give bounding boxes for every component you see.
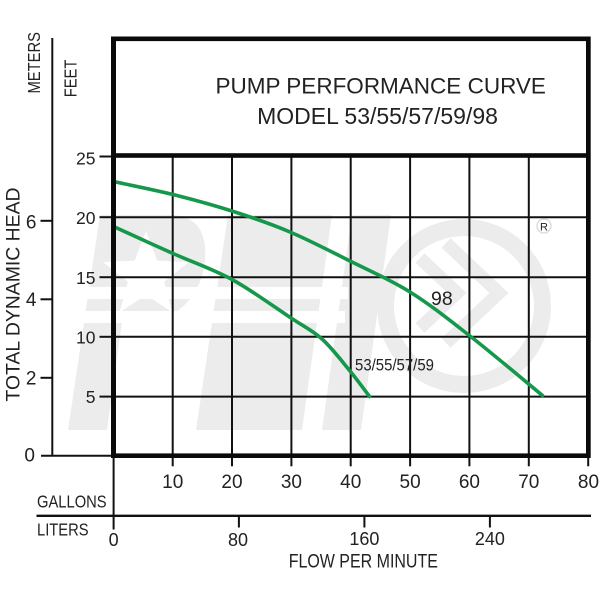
svg-text:5: 5 bbox=[86, 387, 96, 407]
svg-text:30: 30 bbox=[281, 472, 302, 493]
svg-text:0: 0 bbox=[109, 530, 119, 550]
svg-text:4: 4 bbox=[26, 290, 37, 311]
svg-text:15: 15 bbox=[76, 268, 95, 288]
svg-text:LITERS: LITERS bbox=[37, 520, 89, 540]
svg-text:20: 20 bbox=[221, 472, 242, 493]
svg-text:53/55/57/59: 53/55/57/59 bbox=[355, 357, 434, 375]
svg-text:6: 6 bbox=[26, 212, 37, 233]
svg-text:10: 10 bbox=[162, 472, 183, 493]
svg-text:2: 2 bbox=[26, 369, 37, 390]
svg-text:R: R bbox=[540, 222, 548, 234]
svg-text:80: 80 bbox=[228, 530, 248, 550]
svg-text:25: 25 bbox=[76, 148, 95, 168]
svg-text:60: 60 bbox=[459, 472, 480, 493]
svg-text:FLOW PER MINUTE: FLOW PER MINUTE bbox=[289, 550, 438, 572]
svg-text:20: 20 bbox=[76, 208, 96, 228]
svg-text:50: 50 bbox=[400, 472, 421, 493]
svg-text:GALLONS: GALLONS bbox=[37, 492, 107, 512]
svg-text:70: 70 bbox=[518, 472, 539, 493]
svg-text:40: 40 bbox=[340, 472, 361, 493]
svg-text:TOTAL DYNAMIC HEAD: TOTAL DYNAMIC HEAD bbox=[3, 187, 25, 401]
svg-text:98: 98 bbox=[431, 288, 453, 310]
svg-text:METERS: METERS bbox=[25, 32, 45, 93]
svg-text:MODEL 53/55/57/59/98: MODEL 53/55/57/59/98 bbox=[257, 103, 498, 129]
svg-text:240: 240 bbox=[475, 529, 505, 549]
svg-text:10: 10 bbox=[76, 327, 96, 347]
svg-text:FEET: FEET bbox=[61, 60, 81, 98]
svg-text:80: 80 bbox=[578, 472, 599, 493]
svg-text:PUMP PERFORMANCE CURVE: PUMP PERFORMANCE CURVE bbox=[215, 74, 545, 99]
svg-text:160: 160 bbox=[349, 529, 379, 549]
svg-text:0: 0 bbox=[24, 445, 35, 466]
